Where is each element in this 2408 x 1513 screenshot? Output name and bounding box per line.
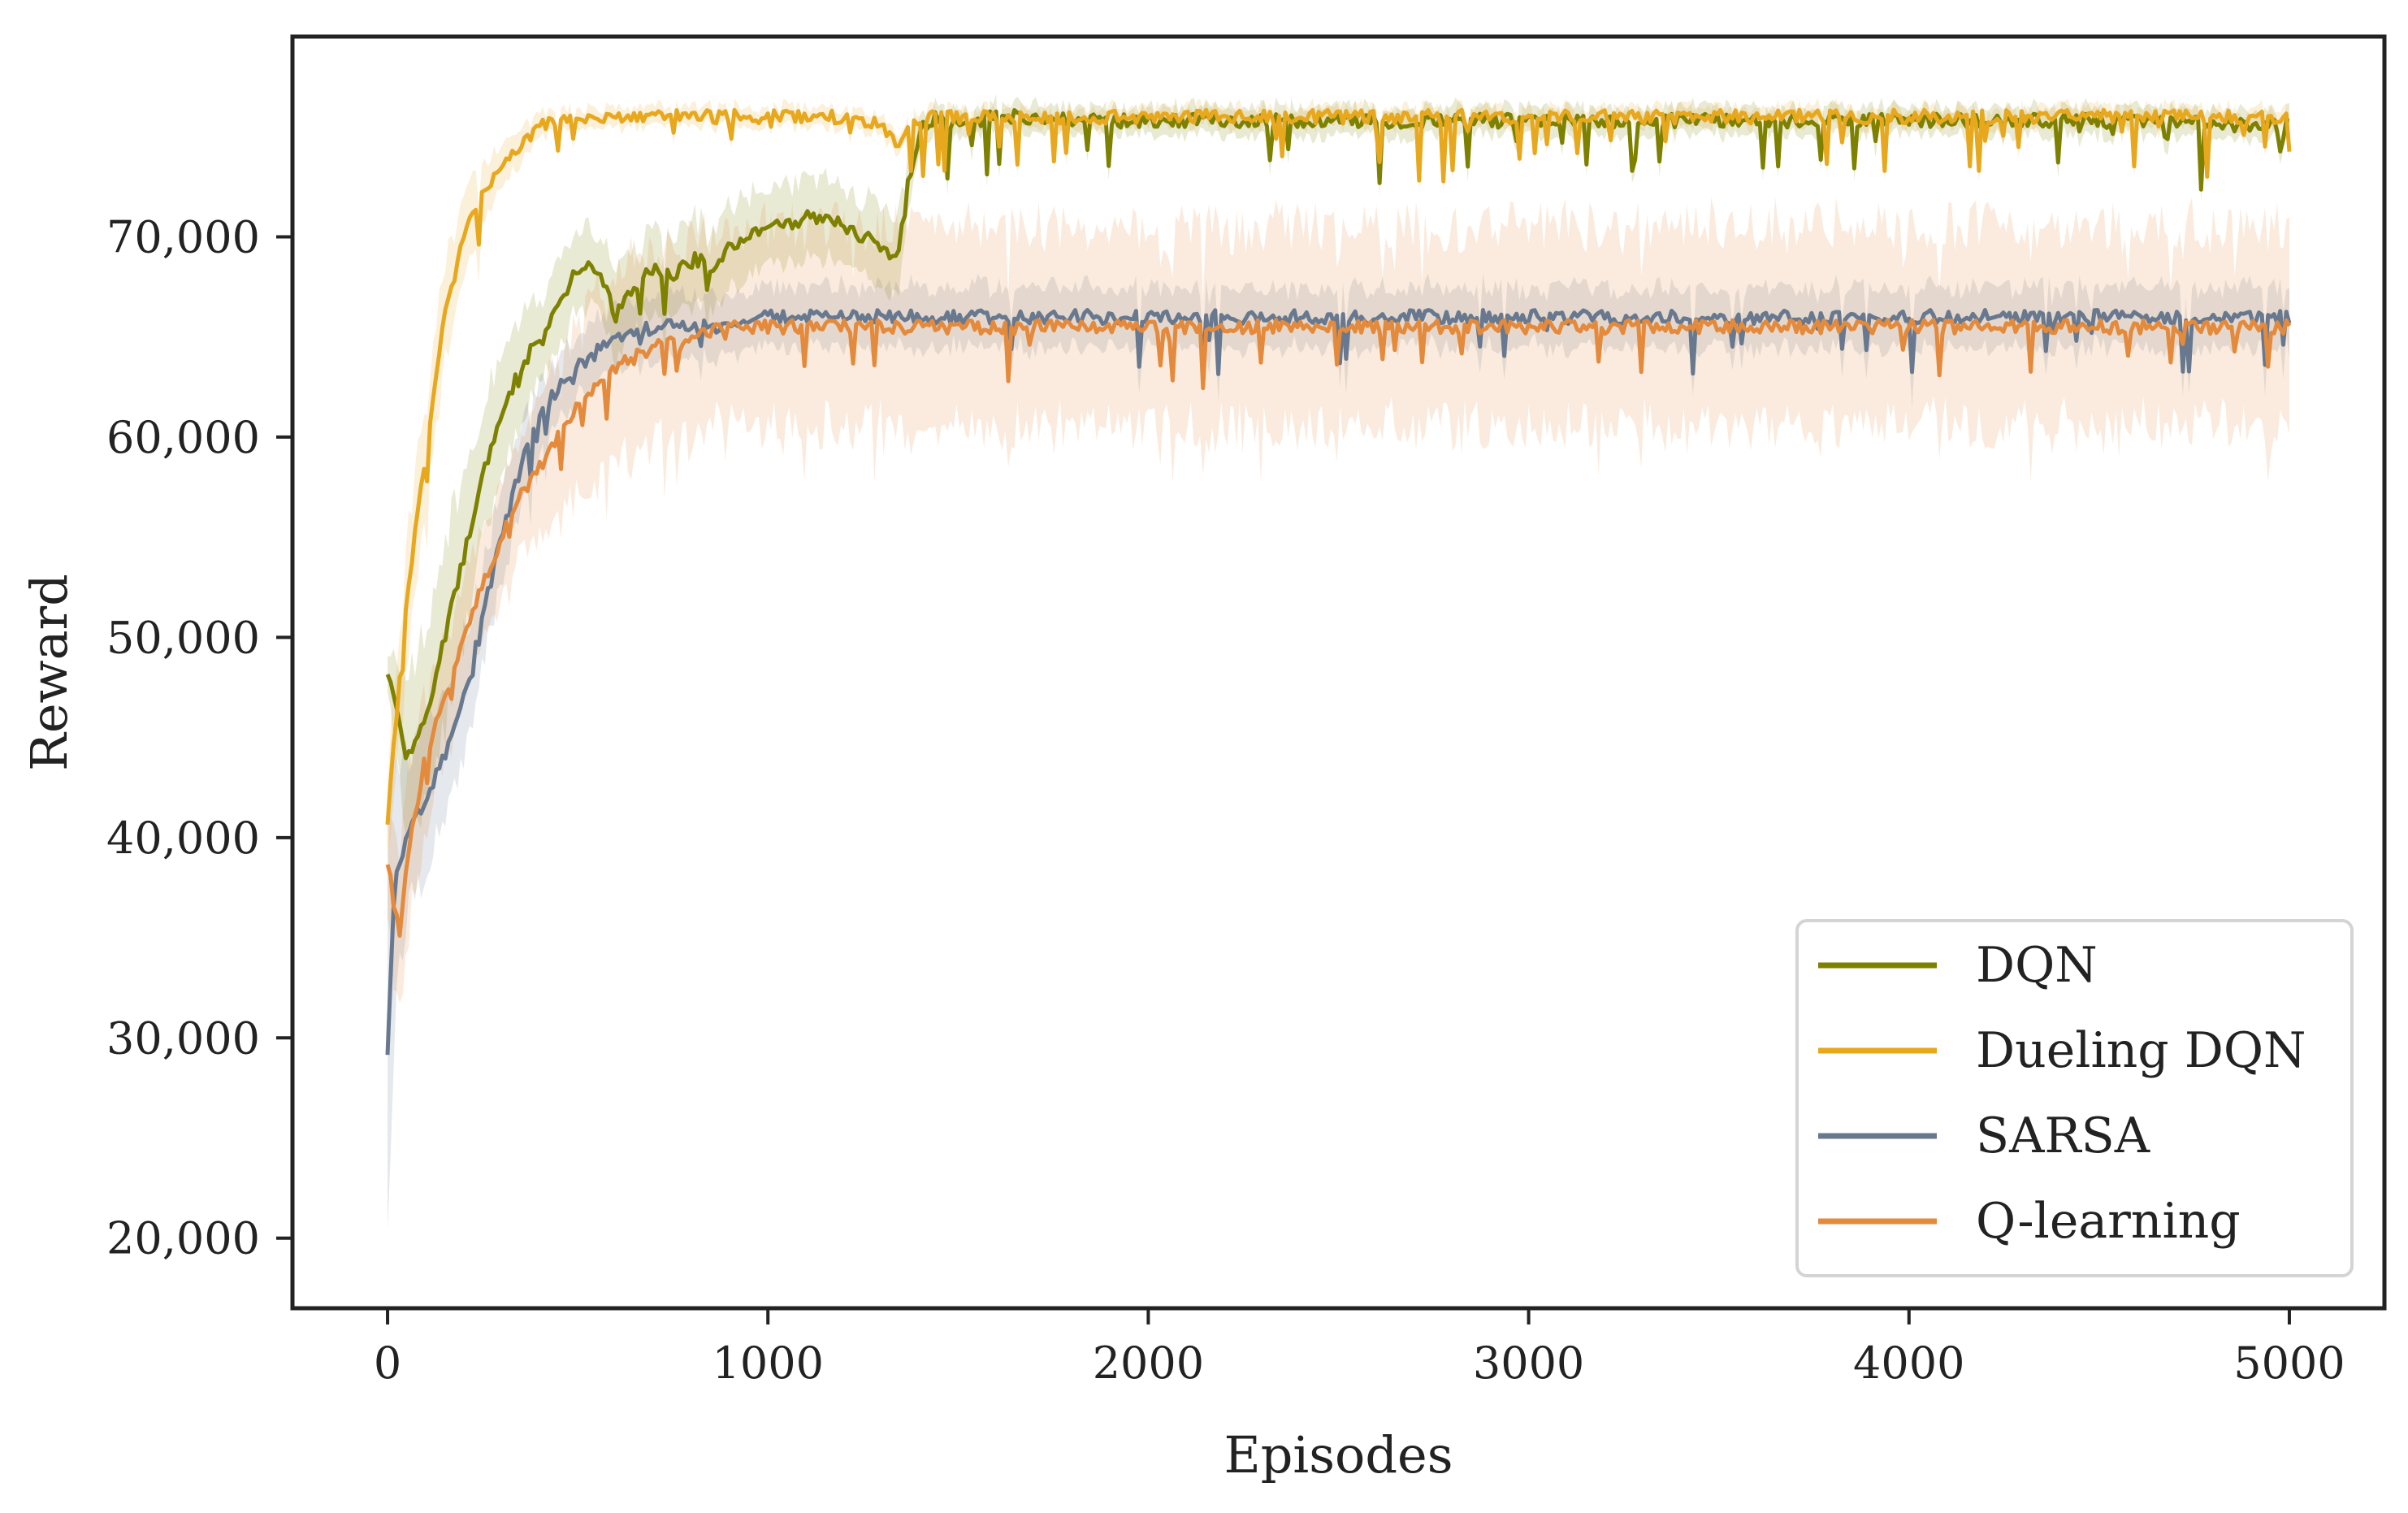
x-tick-label: 3000 [1473,1337,1584,1389]
x-tick-label: 5000 [2233,1337,2345,1389]
y-axis-title: Reward [19,574,79,771]
y-tick-label: 50,000 [106,612,260,663]
legend-label-dueling-dqn: Dueling DQN [1976,1022,2306,1079]
x-tick-label: 2000 [1093,1337,1204,1389]
series-lines [385,107,2292,1056]
legend: DQN Dueling DQN SARSA Q-learning [1795,919,2354,1277]
x-tick-label: 1000 [712,1337,824,1389]
x-tick-label: 0 [374,1337,401,1389]
y-axis-ticks: 20,000 30,000 40,000 50,000 60,000 70,000 [106,211,292,1264]
legend-label-dqn: DQN [1976,937,2098,994]
x-axis-ticks: 0 1000 2000 3000 4000 5000 [374,1308,2345,1389]
plot-area-frame [290,34,2387,1311]
legend-label-q-learning: Q-learning [1976,1193,2241,1250]
line-q-learning [385,318,2292,938]
x-tick-label: 4000 [1853,1337,1964,1389]
y-tick-label: 70,000 [106,211,260,262]
x-axis-title: Episodes [1223,1425,1453,1485]
legend-label-sarsa: SARSA [1976,1108,2150,1164]
legend-box [1795,919,2354,1277]
y-tick-label: 40,000 [106,813,260,864]
y-tick-label: 20,000 [106,1213,260,1264]
y-tick-label: 30,000 [106,1012,260,1064]
line-dueling-dqn [385,107,2292,825]
y-tick-label: 60,000 [106,412,260,463]
band-q-learning [388,197,2289,1004]
